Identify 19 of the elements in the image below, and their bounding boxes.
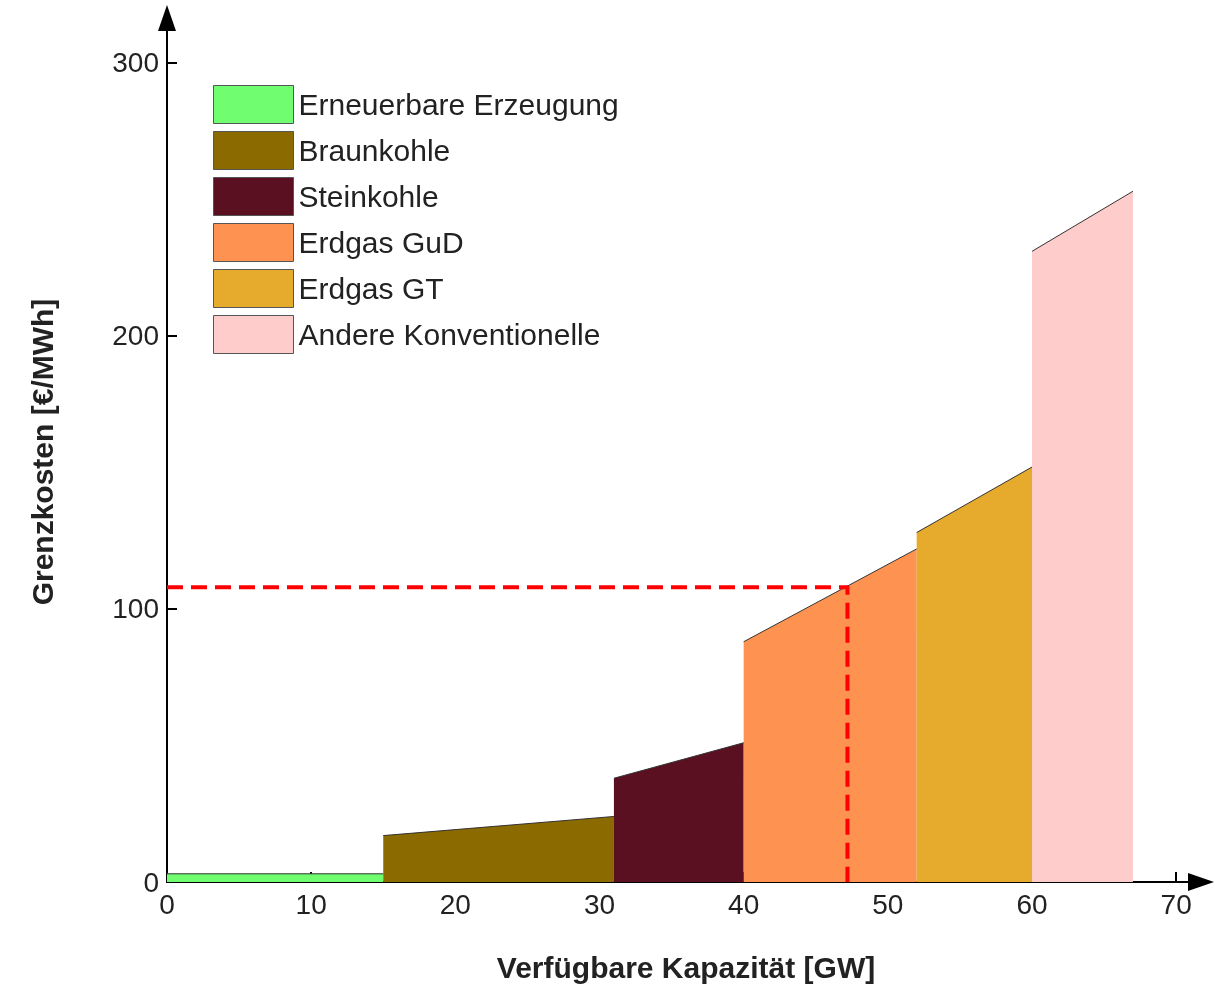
x-tick-label: 40 (728, 888, 760, 920)
x-tick-label: 20 (439, 888, 471, 920)
y-tick-label: 0 (143, 866, 159, 898)
legend-label: Erneuerbare Erzeugung (298, 88, 619, 121)
legend-label: Andere Konventionelle (298, 318, 601, 351)
x-tick-label: 30 (583, 888, 616, 920)
x-axis-title: Verfügbare Kapazität [GW] (496, 950, 876, 984)
x-tick-label: 50 (872, 888, 904, 920)
legend-label: Braunkohle (298, 134, 451, 167)
y-axis-title: Grenzkosten [€/MWh] (25, 298, 59, 606)
x-tick-label: 10 (295, 888, 327, 920)
y-tick-label: 300 (112, 47, 159, 79)
x-tick-label: 70 (1160, 888, 1192, 920)
y-tick-label: 200 (112, 320, 159, 352)
legend-label: Steinkohle (298, 180, 439, 213)
legend-label: Erdgas GT (298, 272, 444, 305)
legend-label: Erdgas GuD (298, 226, 464, 259)
y-tick-label: 100 (112, 593, 159, 625)
x-tick-label: 60 (1016, 888, 1048, 920)
